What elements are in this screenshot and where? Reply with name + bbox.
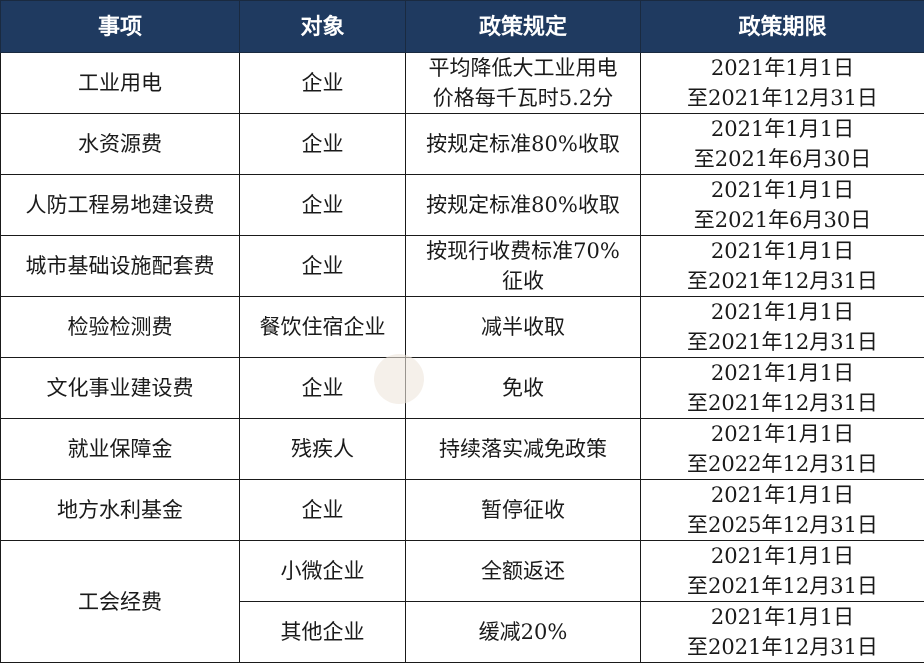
period-cell: 2021年1月1日至2021年12月31日 xyxy=(641,602,924,663)
period-cell-line: 2021年1月1日 xyxy=(711,422,854,446)
period-cell-line: 至2021年12月31日 xyxy=(687,574,878,598)
policy-cell: 持续落实减免政策 xyxy=(406,419,641,480)
period-cell-line: 2021年1月1日 xyxy=(711,300,854,324)
target-cell: 企业 xyxy=(240,53,406,114)
policy-cell-line: 持续落实减免政策 xyxy=(439,437,607,461)
period-cell-line: 2021年1月1日 xyxy=(711,239,854,263)
policy-cell-line: 按现行收费标准70% xyxy=(426,239,620,263)
target-cell: 企业 xyxy=(240,236,406,297)
period-cell: 2021年1月1日至2021年12月31日 xyxy=(641,541,924,602)
period-cell-line: 2021年1月1日 xyxy=(711,483,854,507)
period-cell-line: 2021年1月1日 xyxy=(711,178,854,202)
period-cell: 2021年1月1日至2025年12月31日 xyxy=(641,480,924,541)
policy-cell: 减半收取 xyxy=(406,297,641,358)
period-cell-line: 2021年1月1日 xyxy=(711,605,854,629)
item-cell: 检验检测费 xyxy=(1,297,240,358)
policy-cell-line: 平均降低大工业用电 xyxy=(429,56,618,80)
period-cell-line: 至2021年12月31日 xyxy=(687,635,878,659)
table-row: 人防工程易地建设费企业按规定标准80%收取 2021年1月1日至2021年6月30… xyxy=(1,175,924,236)
period-cell-line: 至2021年12月31日 xyxy=(687,86,878,110)
header-row: 事项 对象 政策规定 政策期限 xyxy=(1,1,924,53)
item-cell: 人防工程易地建设费 xyxy=(1,175,240,236)
table-row: 就业保障金残疾人 持续落实减免政策 2021年1月1日至2022年12月31日 xyxy=(1,419,924,480)
policy-cell-line: 全额返还 xyxy=(481,559,565,583)
policy-cell-line: 价格每千瓦时5.2分 xyxy=(433,86,613,110)
period-cell-line: 2021年1月1日 xyxy=(711,544,854,568)
table-row: 水资源费企业按规定标准80%收取 2021年1月1日至2021年6月30日 xyxy=(1,114,924,175)
period-cell: 2021年1月1日至2021年12月31日 xyxy=(641,236,924,297)
period-cell-line: 至2021年6月30日 xyxy=(694,208,872,232)
period-cell-line: 2021年1月1日 xyxy=(711,361,854,385)
policy-cell: 按现行收费标准70% 征收 xyxy=(406,236,641,297)
period-cell-line: 至2021年12月31日 xyxy=(687,391,878,415)
target-cell: 企业 xyxy=(240,175,406,236)
period-cell-line: 2021年1月1日 xyxy=(711,117,854,141)
policy-cell-line: 按规定标准80%收取 xyxy=(426,132,620,156)
item-cell: 城市基础设施配套费 xyxy=(1,236,240,297)
item-cell: 工会经费 xyxy=(1,541,240,663)
period-cell: 2021年1月1日至2021年6月30日 xyxy=(641,175,924,236)
policy-cell-line: 免收 xyxy=(502,376,544,400)
header-period: 政策期限 xyxy=(641,1,924,53)
item-cell: 水资源费 xyxy=(1,114,240,175)
policy-cell-line: 减半收取 xyxy=(481,315,565,339)
policy-cell-line: 暂停征收 xyxy=(481,498,565,522)
target-cell: 残疾人 xyxy=(240,419,406,480)
period-cell-line: 至2025年12月31日 xyxy=(687,513,878,537)
policy-cell-line: 征收 xyxy=(502,269,544,293)
header-item: 事项 xyxy=(1,1,240,53)
target-cell: 餐饮住宿企业 xyxy=(240,297,406,358)
period-cell: 2021年1月1日至2021年12月31日 xyxy=(641,53,924,114)
period-cell-line: 2021年1月1日 xyxy=(711,56,854,80)
policy-cell: 按规定标准80%收取 xyxy=(406,175,641,236)
target-cell: 企业 xyxy=(240,480,406,541)
period-cell-line: 至2021年12月31日 xyxy=(687,269,878,293)
period-cell: 2021年1月1日至2021年12月31日 xyxy=(641,358,924,419)
item-cell: 地方水利基金 xyxy=(1,480,240,541)
policy-cell-line: 按规定标准80%收取 xyxy=(426,193,620,217)
table-row: 城市基础设施配套费企业按现行收费标准70% 征收 2021年1月1日至2021年12… xyxy=(1,236,924,297)
target-cell: 小微企业 xyxy=(240,541,406,602)
policy-cell: 缓减20% xyxy=(406,602,641,663)
table-row: 地方水利基金企业 暂停征收 2021年1月1日至2025年12月31日 xyxy=(1,480,924,541)
item-cell: 文化事业建设费 xyxy=(1,358,240,419)
policy-cell: 免收 xyxy=(406,358,641,419)
table-row: 检验检测费餐饮住宿企业 减半收取 2021年1月1日至2021年12月31日 xyxy=(1,297,924,358)
period-cell-line: 至2022年12月31日 xyxy=(687,452,878,476)
target-cell: 企业 xyxy=(240,114,406,175)
policy-cell: 暂停征收 xyxy=(406,480,641,541)
header-target: 对象 xyxy=(240,1,406,53)
item-cell: 就业保障金 xyxy=(1,419,240,480)
policy-cell: 全额返还 xyxy=(406,541,641,602)
policy-cell: 按规定标准80%收取 xyxy=(406,114,641,175)
policy-cell: 平均降低大工业用电价格每千瓦时5.2分 xyxy=(406,53,641,114)
period-cell-line: 至2021年12月31日 xyxy=(687,330,878,354)
period-cell: 2021年1月1日至2022年12月31日 xyxy=(641,419,924,480)
header-policy: 政策规定 xyxy=(406,1,641,53)
watermark-logo xyxy=(374,354,424,404)
policy-cell-line: 缓减20% xyxy=(479,620,568,644)
period-cell: 2021年1月1日至2021年6月30日 xyxy=(641,114,924,175)
target-cell: 其他企业 xyxy=(240,602,406,663)
item-cell: 工业用电 xyxy=(1,53,240,114)
period-cell-line: 至2021年6月30日 xyxy=(694,147,872,171)
period-cell: 2021年1月1日至2021年12月31日 xyxy=(641,297,924,358)
